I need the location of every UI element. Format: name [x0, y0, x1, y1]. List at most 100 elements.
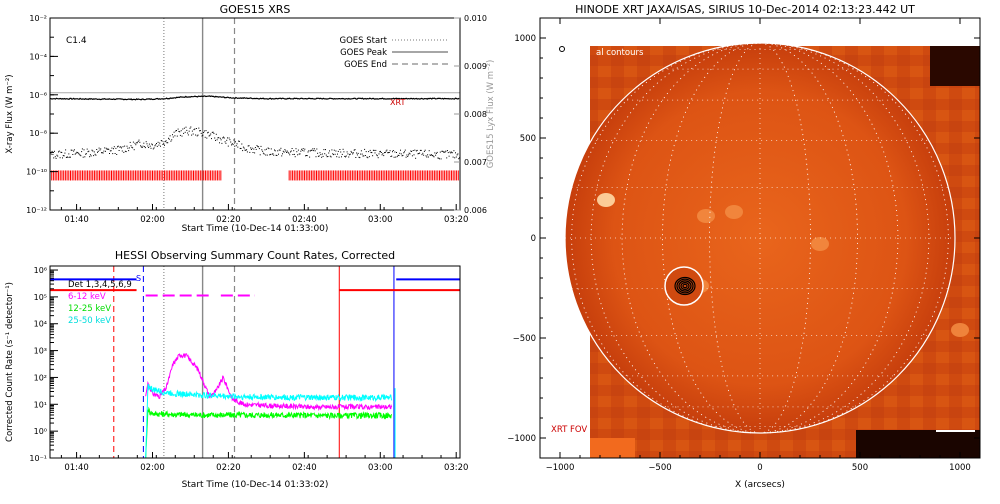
- goes-short-channel-point: [332, 153, 334, 155]
- goes-short-channel-point: [93, 151, 95, 153]
- goes-short-channel-point: [253, 148, 255, 150]
- goes-short-channel-point: [230, 141, 232, 143]
- goes-short-channel-point: [304, 148, 306, 150]
- goes-short-channel-point: [390, 156, 392, 157]
- goes-short-channel-point: [457, 153, 459, 155]
- goes-short-channel-point: [147, 145, 149, 147]
- goes-short-channel-point: [270, 153, 271, 155]
- goes-short-channel-point: [101, 152, 103, 154]
- goes-short-channel-point: [77, 152, 79, 154]
- goes-short-channel-point: [286, 150, 288, 152]
- goes-short-channel-point: [63, 155, 65, 157]
- goes-short-channel-point: [406, 154, 408, 156]
- goes-short-channel-point: [452, 156, 454, 158]
- goes-short-channel-point: [370, 151, 372, 153]
- goes-short-channel-point: [165, 140, 167, 142]
- goes-short-channel-point: [194, 128, 196, 130]
- goes-short-channel-point: [85, 153, 87, 155]
- goes-short-channel-point: [437, 157, 439, 159]
- goes-short-channel-point: [96, 149, 98, 150]
- goes-x-tick-label: 03:00: [368, 215, 393, 225]
- goes-short-channel-point: [239, 147, 241, 149]
- goes-short-channel-point: [324, 153, 326, 155]
- goes-short-channel-point: [199, 130, 201, 132]
- xrt-y-tick-label: −1000: [507, 434, 536, 444]
- goes-short-channel-point: [450, 152, 452, 154]
- goes-short-channel-point: [289, 154, 291, 156]
- xrt-bright-region: [725, 205, 743, 219]
- xrt-title: HINODE XRT JAXA/ISAS, SIRIUS 10-Dec-2014…: [575, 3, 915, 16]
- goes-short-channel-point: [67, 156, 69, 158]
- goes-short-channel-point: [293, 150, 295, 152]
- goes-short-channel-point: [191, 130, 193, 132]
- goes-short-channel-point: [375, 149, 377, 151]
- goes-short-channel-point: [400, 149, 401, 151]
- goes-short-channel-point: [207, 131, 209, 133]
- goes-short-channel-point: [143, 142, 145, 144]
- goes-short-channel-point: [435, 154, 437, 156]
- hessi-series-line: [145, 352, 393, 412]
- goes-short-channel-point: [281, 155, 283, 157]
- goes-y-right-tick-label: 0.010: [464, 14, 487, 23]
- goes-short-channel-point: [208, 135, 210, 137]
- goes-short-channel-point: [306, 155, 308, 157]
- goes-short-channel-point: [374, 152, 376, 154]
- goes-short-channel-point: [442, 150, 444, 152]
- goes-short-channel-point: [211, 138, 212, 140]
- xrt-grid-longitude: [709, 42, 811, 434]
- goes-short-channel-point: [305, 155, 307, 157]
- goes-short-channel-point: [169, 135, 171, 137]
- goes-short-channel-point: [236, 143, 238, 145]
- goes-short-channel-point: [131, 146, 133, 148]
- goes-short-channel-point: [297, 154, 299, 156]
- goes-short-channel-point: [123, 151, 125, 153]
- goes-short-channel-point: [242, 146, 244, 148]
- goes-short-channel-point: [290, 150, 292, 152]
- goes-short-channel-point: [187, 132, 189, 134]
- goes-short-channel-point: [250, 149, 252, 150]
- goes-short-channel-point: [409, 153, 411, 155]
- goes-short-channel-point: [328, 152, 330, 154]
- goes-short-channel-point: [362, 155, 364, 157]
- goes-short-channel-point: [357, 152, 359, 154]
- goes-short-channel-point: [298, 153, 300, 155]
- xrt-fov-label: XRT FOV: [551, 425, 587, 435]
- goes-short-channel-point: [303, 150, 305, 152]
- goes-short-channel-point: [171, 139, 173, 141]
- goes-short-channel-point: [284, 149, 286, 151]
- goes-short-channel-point: [158, 144, 160, 146]
- goes-short-channel-point: [94, 153, 96, 155]
- goes-short-channel-point: [249, 151, 251, 153]
- goes-xrs-panel: GOES15 XRS 10⁻² 10⁻⁴ 10⁻⁶ 10⁻⁸ 10⁻¹⁰ 10⁻¹² 0.0…: [5, 3, 496, 234]
- goes-legend-label: GOES End: [344, 60, 387, 70]
- goes-short-channel-point: [387, 152, 389, 154]
- goes-xrt-label: XRT: [390, 98, 405, 107]
- goes-short-channel-point: [399, 152, 401, 154]
- goes-short-channel-point: [186, 129, 188, 131]
- goes-short-channel-point: [271, 153, 273, 155]
- goes-short-channel-point: [363, 155, 365, 157]
- goes-short-channel-point: [456, 154, 458, 156]
- xrt-bright-region: [811, 237, 829, 251]
- hessi-x-tick-label: 02:00: [140, 463, 165, 473]
- goes-short-channel-point: [384, 152, 385, 154]
- goes-short-channel-point: [164, 144, 165, 146]
- goes-short-channel-point: [376, 154, 378, 156]
- goes-short-channel-point: [172, 134, 173, 136]
- xrt-x-tick-label: −1000: [546, 463, 575, 473]
- goes-short-channel-point: [296, 151, 298, 153]
- hessi-x-tick-label: 02:40: [292, 463, 317, 473]
- goes-short-channel-point: [333, 154, 334, 156]
- goes-short-channel-point: [302, 148, 304, 150]
- goes-short-channel-point: [115, 147, 117, 149]
- goes-short-channel-point: [286, 151, 287, 153]
- goes-short-channel-point: [368, 156, 370, 158]
- goes-class-label: C1.4: [66, 36, 87, 46]
- goes-short-channel-point: [190, 126, 192, 128]
- goes-short-channel-point: [90, 155, 92, 157]
- hessi-x-tick-label: 03:20: [444, 463, 469, 473]
- goes-short-channel-point: [81, 148, 83, 150]
- goes-short-channel-point: [204, 136, 206, 138]
- goes-short-channel-point: [195, 128, 197, 129]
- goes-short-channel-point: [101, 152, 102, 154]
